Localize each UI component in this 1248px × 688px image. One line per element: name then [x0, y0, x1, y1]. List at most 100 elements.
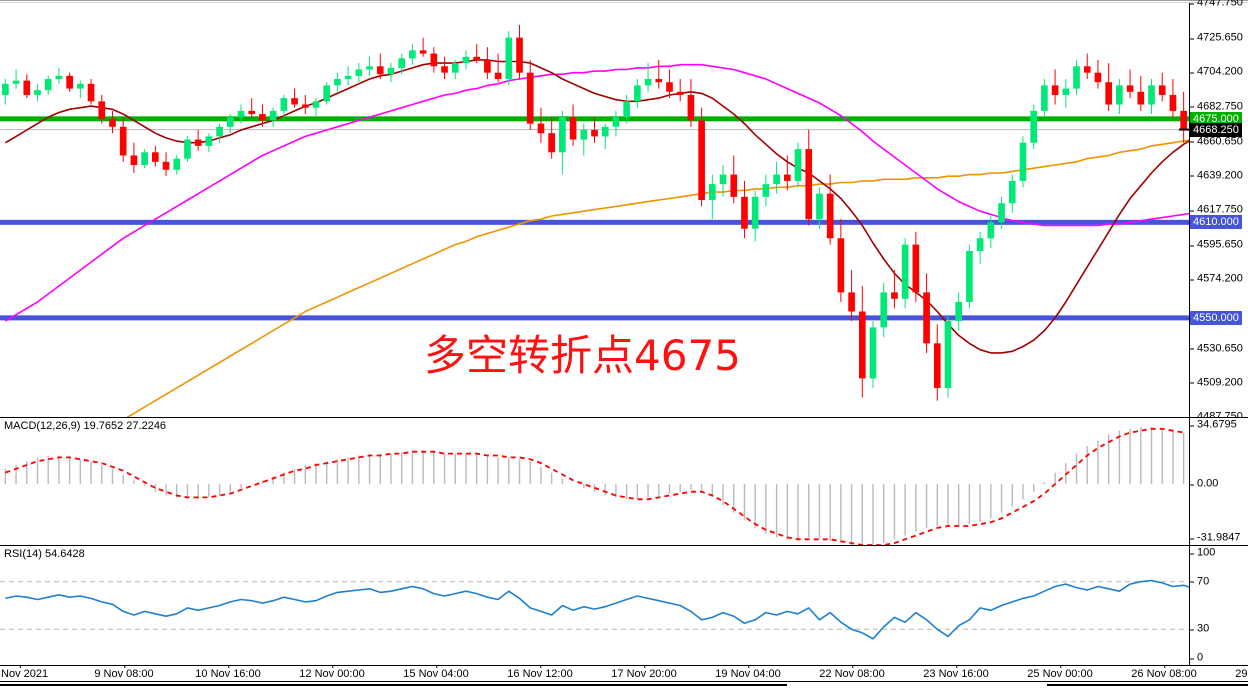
- candle-body: [1148, 85, 1155, 105]
- level-line-4550-000: [0, 315, 1189, 321]
- candle-body: [676, 91, 684, 95]
- candle-body: [119, 126, 127, 156]
- candle-body: [1030, 110, 1038, 143]
- candlestick-plot: [0, 24, 1189, 417]
- scrollbar-track[interactable]: [0, 683, 1248, 688]
- price-tick: 4725.650: [1190, 32, 1243, 44]
- rsi-axis[interactable]: 100 70 30 0: [1189, 545, 1248, 665]
- candle-body: [1094, 72, 1102, 83]
- candle-body: [623, 101, 630, 118]
- candle-body: [184, 139, 191, 159]
- candle-body: [151, 152, 159, 162]
- candle-body: [955, 301, 963, 322]
- candle-body: [858, 311, 866, 379]
- candle-body: [591, 129, 598, 137]
- time-axis-label: 8 Nov 2021: [0, 665, 48, 680]
- candle-body: [976, 238, 984, 252]
- candle-body: [366, 66, 373, 70]
- time-axis-label: 29 Nov 16:00: [1235, 668, 1248, 680]
- price-tick: 4704.200: [1190, 66, 1243, 78]
- candle-body: [462, 56, 470, 64]
- price-tick: 4595.650: [1190, 239, 1243, 251]
- candle-body: [998, 203, 1005, 223]
- candle-body: [966, 251, 973, 302]
- candle-body: [12, 80, 20, 84]
- candle-body: [312, 101, 320, 108]
- candle-body: [1073, 66, 1080, 89]
- candle-body: [666, 82, 673, 92]
- candle-body: [1116, 85, 1123, 105]
- time-axis-label: 25 Nov 00:00: [1027, 665, 1093, 680]
- candle-body: [601, 126, 609, 137]
- macd-pane[interactable]: MACD(12,26,9) 19.7652 27.2246: [0, 417, 1189, 545]
- price-tick: 4617.750: [1190, 204, 1243, 216]
- candle-body: [34, 90, 41, 95]
- candle-body: [826, 193, 834, 239]
- candle-body: [526, 72, 534, 124]
- macd-axis[interactable]: 34.6795 0.00 -31.9847: [1189, 417, 1248, 545]
- candle-body: [269, 110, 277, 121]
- time-axis-label: 10 Nov 16:00: [195, 665, 261, 680]
- horizontal-scrollbar[interactable]: [0, 681, 1248, 688]
- candle-body: [87, 83, 95, 102]
- candle-body: [280, 98, 288, 111]
- candle-body: [741, 196, 748, 229]
- candle-body: [98, 101, 106, 119]
- candle-body: [1041, 85, 1048, 111]
- scrollbar-right-segment[interactable]: [1047, 684, 1248, 688]
- candle-body: [419, 50, 427, 54]
- candle-body: [1105, 82, 1112, 105]
- candle-body: [548, 133, 555, 153]
- price-badge-black[interactable]: 4668.250: [1190, 122, 1242, 137]
- price-tick: 4530.650: [1190, 343, 1243, 354]
- candle-body: [484, 59, 491, 73]
- candle-body: [837, 238, 845, 293]
- last-price-marker: [1179, 128, 1189, 131]
- candle-body: [783, 174, 791, 181]
- candle-body: [634, 85, 641, 102]
- candle-body: [141, 152, 148, 166]
- rsi-label: RSI(14) 54.6428: [4, 548, 85, 560]
- scrollbar-left-segment[interactable]: [0, 684, 787, 688]
- price-badge-blue[interactable]: 4610.000: [1190, 215, 1242, 230]
- candle-body: [751, 196, 759, 229]
- candle-body: [698, 120, 705, 201]
- candle-body: [409, 50, 416, 59]
- time-axis-label: 12 Nov 00:00: [299, 665, 365, 680]
- candle-body: [173, 158, 181, 170]
- time-axis-label: 17 Nov 20:00: [611, 665, 677, 680]
- price-badge-green[interactable]: 4675.000: [1190, 111, 1242, 126]
- price-tick: 4639.200: [1190, 170, 1243, 181]
- candle-body: [237, 110, 245, 118]
- candle-body: [44, 79, 52, 91]
- price-axis[interactable]: 4747.750 4725.650 4704.200 4682.750 4660.650…: [1189, 0, 1248, 422]
- candle-body: [1158, 85, 1166, 95]
- candle-body: [923, 292, 930, 344]
- candle-body: [880, 292, 888, 328]
- price-chart-pane[interactable]: [0, 3, 1189, 417]
- candle-body: [709, 184, 716, 201]
- ma-mid-line: [4, 63, 1189, 322]
- candle-body: [226, 117, 234, 127]
- candle-body: [848, 292, 855, 312]
- candle-body: [559, 117, 566, 153]
- candle-body: [1008, 180, 1016, 204]
- candle-body: [1062, 88, 1070, 95]
- candle-body: [109, 118, 116, 127]
- candle-body: [1180, 110, 1187, 130]
- price-badge-blue[interactable]: 4550.000: [1190, 310, 1242, 325]
- candle-body: [505, 37, 513, 80]
- candle-body: [719, 174, 727, 185]
- candle-body: [441, 66, 448, 73]
- price-tick: 4660.650: [1190, 136, 1243, 147]
- time-axis-label: 16 Nov 12:00: [507, 665, 573, 680]
- rsi-pane[interactable]: RSI(14) 54.6428: [0, 545, 1189, 665]
- candle-body: [1126, 85, 1134, 92]
- candle-body: [762, 184, 770, 197]
- candle-body: [580, 129, 588, 140]
- candle-body: [730, 174, 738, 197]
- time-axis[interactable]: 8 Nov 2021 9 Nov 08:00 10 Nov 16:00 12 Nov …: [0, 665, 1248, 681]
- candle-body: [1083, 66, 1091, 73]
- candle-body: [912, 244, 920, 293]
- time-axis-label: 9 Nov 08:00: [94, 665, 154, 680]
